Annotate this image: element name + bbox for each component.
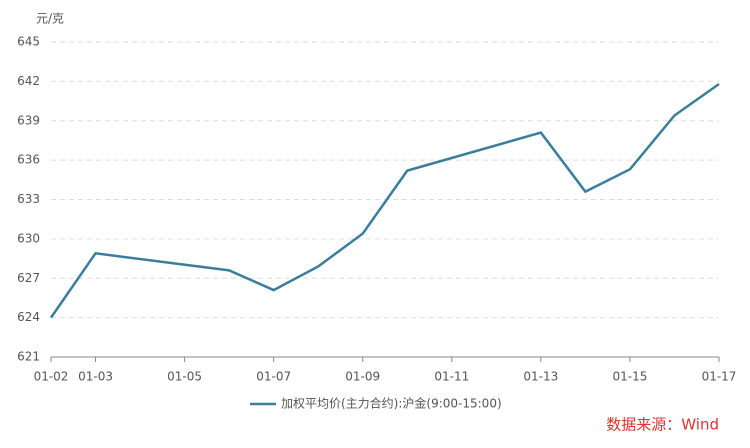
- y-tick-label: 624: [17, 310, 40, 324]
- x-tick-label: 01-09: [345, 370, 380, 384]
- y-unit: 元/克: [36, 12, 64, 26]
- y-tick-label: 633: [17, 192, 40, 206]
- y-tick-label: 642: [17, 74, 40, 88]
- x-tick-label: 01-05: [167, 370, 202, 384]
- x-tick-label: 01-03: [78, 370, 113, 384]
- x-tick-label: 01-13: [523, 370, 558, 384]
- y-tick-label: 636: [17, 153, 40, 167]
- x-tick-label: 01-15: [612, 370, 647, 384]
- y-tick-label: 627: [17, 271, 40, 285]
- x-tick-label: 01-11: [434, 370, 469, 384]
- y-tick-label: 621: [17, 350, 40, 364]
- y-tick-label: 630: [17, 231, 40, 245]
- x-tick-label: 01-17: [702, 370, 737, 384]
- y-tick-label: 639: [17, 113, 40, 127]
- x-tick-label: 01-02: [34, 370, 69, 384]
- series-line: [49, 82, 720, 319]
- y-tick-label: 645: [17, 35, 40, 49]
- source: 数据来源：Wind: [606, 416, 719, 434]
- x-tick-label: 01-07: [256, 370, 291, 384]
- legend-label: 加权平均价(主力合约):沪金(9:00-15:00): [281, 396, 502, 411]
